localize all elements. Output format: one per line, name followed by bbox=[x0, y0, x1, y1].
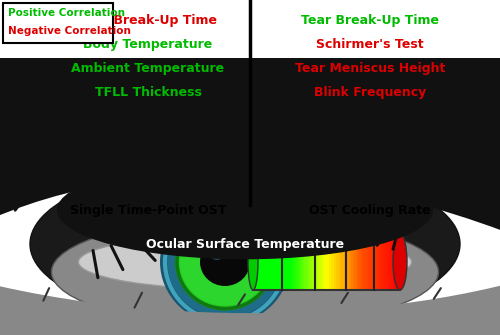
Bar bbox=[304, 234, 307, 290]
Bar bbox=[280, 234, 282, 290]
Bar bbox=[326, 234, 329, 290]
Bar bbox=[378, 234, 380, 290]
Bar bbox=[356, 234, 358, 290]
Bar bbox=[256, 234, 258, 290]
Bar bbox=[386, 234, 388, 290]
Bar bbox=[373, 234, 376, 290]
Bar bbox=[348, 234, 351, 290]
Bar bbox=[380, 234, 383, 290]
Ellipse shape bbox=[168, 206, 282, 318]
Bar bbox=[398, 234, 400, 290]
Bar bbox=[339, 234, 341, 290]
Ellipse shape bbox=[210, 248, 224, 260]
Text: OST Cooling Rate: OST Cooling Rate bbox=[309, 204, 431, 217]
Text: Tear Meniscus Height: Tear Meniscus Height bbox=[295, 62, 445, 75]
Bar bbox=[282, 234, 285, 290]
Ellipse shape bbox=[30, 162, 460, 326]
Bar bbox=[272, 234, 275, 290]
Bar bbox=[300, 234, 302, 290]
Bar bbox=[294, 234, 297, 290]
Bar bbox=[263, 234, 265, 290]
Bar bbox=[334, 234, 336, 290]
Bar bbox=[383, 234, 386, 290]
Bar bbox=[332, 234, 334, 290]
Bar bbox=[292, 234, 294, 290]
Bar bbox=[388, 234, 390, 290]
Ellipse shape bbox=[52, 218, 438, 326]
Ellipse shape bbox=[180, 218, 270, 306]
Text: Blink Frequency: Blink Frequency bbox=[314, 86, 426, 99]
Bar bbox=[361, 234, 363, 290]
Bar bbox=[395, 234, 398, 290]
Bar bbox=[344, 234, 346, 290]
Bar bbox=[258, 234, 260, 290]
Ellipse shape bbox=[393, 234, 407, 290]
Bar bbox=[268, 234, 270, 290]
Bar bbox=[275, 234, 278, 290]
Bar bbox=[260, 234, 263, 290]
Bar bbox=[390, 234, 392, 290]
Bar bbox=[310, 234, 312, 290]
Bar bbox=[358, 234, 361, 290]
Bar bbox=[363, 234, 366, 290]
Text: Body Temperature: Body Temperature bbox=[84, 38, 212, 51]
Bar bbox=[322, 234, 324, 290]
Ellipse shape bbox=[160, 200, 290, 325]
Bar bbox=[376, 234, 378, 290]
Bar bbox=[314, 234, 316, 290]
Bar bbox=[302, 234, 304, 290]
Text: Tear Break-Up Time: Tear Break-Up Time bbox=[301, 14, 439, 27]
Text: TFLL Thickness: TFLL Thickness bbox=[94, 86, 202, 99]
Text: Negative Correlation: Negative Correlation bbox=[8, 26, 131, 36]
Bar bbox=[270, 234, 272, 290]
Ellipse shape bbox=[78, 234, 411, 290]
Bar bbox=[312, 234, 314, 290]
Bar bbox=[370, 234, 373, 290]
Bar bbox=[316, 234, 319, 290]
PathPatch shape bbox=[0, 58, 500, 262]
Bar bbox=[346, 234, 348, 290]
Ellipse shape bbox=[57, 161, 433, 259]
Bar bbox=[324, 234, 326, 290]
Bar bbox=[253, 234, 256, 290]
PathPatch shape bbox=[0, 262, 500, 335]
Text: Single Time-Point OST: Single Time-Point OST bbox=[70, 204, 226, 217]
Text: Schirmer's Test: Schirmer's Test bbox=[316, 38, 424, 51]
Text: Ambient Temperature: Ambient Temperature bbox=[72, 62, 225, 75]
Bar bbox=[319, 234, 322, 290]
Bar bbox=[285, 234, 288, 290]
Bar bbox=[307, 234, 310, 290]
Bar bbox=[368, 234, 370, 290]
Bar bbox=[366, 234, 368, 290]
Text: Positive Correlation: Positive Correlation bbox=[8, 8, 125, 18]
Ellipse shape bbox=[176, 214, 274, 310]
Bar bbox=[265, 234, 268, 290]
Bar bbox=[288, 234, 290, 290]
Bar bbox=[278, 234, 280, 290]
Ellipse shape bbox=[200, 238, 250, 286]
Ellipse shape bbox=[265, 243, 345, 285]
Bar bbox=[253, 234, 400, 290]
FancyBboxPatch shape bbox=[3, 3, 113, 43]
Bar bbox=[297, 234, 300, 290]
Bar bbox=[290, 234, 292, 290]
Text: Ocular Surface Temperature: Ocular Surface Temperature bbox=[146, 238, 344, 251]
Bar bbox=[336, 234, 339, 290]
Ellipse shape bbox=[248, 234, 258, 290]
Bar bbox=[329, 234, 332, 290]
Text: Tear Break-Up Time: Tear Break-Up Time bbox=[79, 14, 217, 27]
Bar bbox=[354, 234, 356, 290]
Bar bbox=[351, 234, 354, 290]
Bar bbox=[392, 234, 395, 290]
Bar bbox=[341, 234, 344, 290]
